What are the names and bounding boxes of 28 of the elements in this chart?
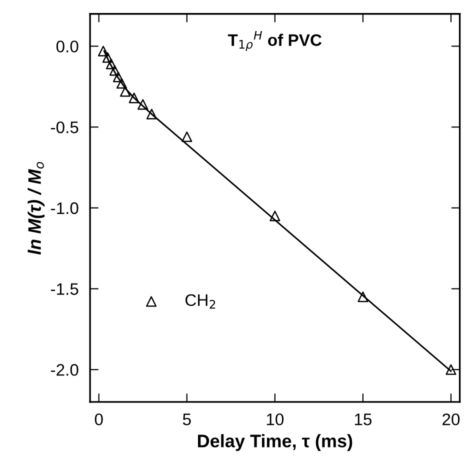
y-tick-label: -2.0 <box>50 364 78 376</box>
x-tick-label: 10 <box>266 413 284 426</box>
y-tick-label: 0.0 <box>56 40 78 52</box>
point <box>446 364 456 375</box>
point <box>102 52 113 63</box>
y-tick-label: -1.0 <box>50 202 78 214</box>
x-tick-label: 0 <box>94 413 103 426</box>
point <box>98 46 109 56</box>
x-tick-label: 15 <box>354 414 372 426</box>
text: T$_{1ρ}$$^{H}$ of PVC <box>228 30 322 51</box>
point <box>358 292 368 302</box>
x-tick-label: 5 <box>182 414 191 426</box>
point <box>138 99 148 110</box>
x-tick-label: 20 <box>442 413 460 426</box>
point <box>109 65 120 76</box>
point <box>116 78 128 89</box>
y-tick-label: -0.5 <box>50 121 78 134</box>
point <box>182 131 192 142</box>
y-axis-title: ln M(τ) / M$_{o}$ <box>28 162 45 255</box>
point <box>106 58 116 70</box>
point <box>120 86 131 97</box>
legend-label: CH$_{2}$ <box>185 294 216 309</box>
y-tick-label: -1.5 <box>50 283 78 295</box>
point <box>112 72 124 82</box>
point <box>270 210 280 222</box>
point <box>128 92 140 104</box>
point <box>146 108 157 120</box>
x-axis-title: Delay Time, τ (ms) <box>198 434 352 451</box>
